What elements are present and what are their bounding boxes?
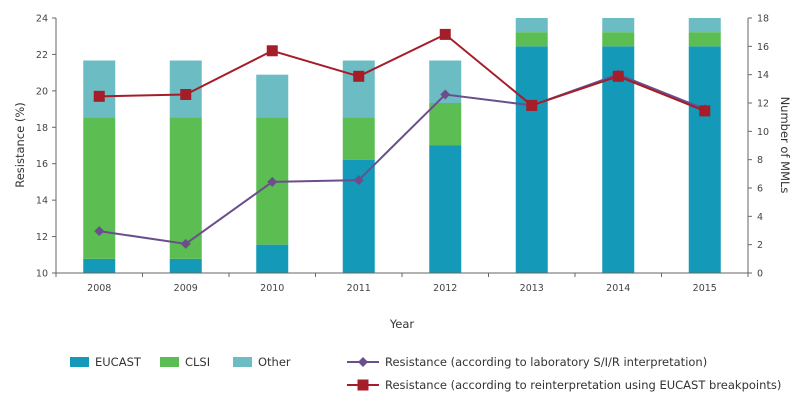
bar-clsi-2014 bbox=[602, 32, 635, 47]
y-left-tick-label: 16 bbox=[36, 159, 48, 170]
point-series-2-2014 bbox=[612, 70, 624, 82]
bar-eucast-2009 bbox=[169, 258, 202, 273]
bar-other-2015 bbox=[688, 18, 721, 33]
y-right-tick-label: 8 bbox=[757, 155, 763, 166]
legend-label-clsi: CLSI bbox=[185, 355, 210, 369]
bar-other-2010 bbox=[256, 74, 289, 118]
y-left-tick-label: 10 bbox=[36, 269, 48, 280]
bar-clsi-2011 bbox=[342, 117, 375, 160]
y-left-tick-label: 14 bbox=[36, 196, 48, 207]
line-series-2 bbox=[99, 33, 706, 112]
point-series-2-2015 bbox=[699, 105, 711, 117]
bar-eucast-2008 bbox=[83, 258, 116, 273]
x-tick-label-2008: 2008 bbox=[87, 283, 111, 294]
y-right-tick-label: 2 bbox=[757, 240, 763, 251]
bar-clsi-2008 bbox=[83, 117, 116, 259]
legend-label-series-2: Resistance (according to reinterpretatio… bbox=[385, 378, 781, 392]
bar-other-2013 bbox=[515, 18, 548, 33]
bar-other-2014 bbox=[602, 18, 635, 33]
x-tick-label-2012: 2012 bbox=[433, 283, 457, 294]
point-series-2-2013 bbox=[526, 99, 538, 111]
y-left-tick-label: 24 bbox=[36, 14, 48, 25]
bar-other-2011 bbox=[342, 60, 375, 118]
legend-label-eucast: EUCAST bbox=[95, 355, 142, 369]
legend-label-series-1: Resistance (according to laboratory S/I/… bbox=[385, 355, 707, 369]
y-left-tick-label: 22 bbox=[36, 50, 48, 61]
line-series-1 bbox=[99, 73, 706, 245]
y-right-tick-label: 10 bbox=[757, 127, 769, 138]
point-series-2-2012 bbox=[439, 28, 451, 40]
y-right-tick-label: 16 bbox=[757, 42, 769, 53]
x-axis-title: Year bbox=[389, 317, 415, 331]
y-axis-right-title: Number of MMLs bbox=[778, 97, 792, 194]
y-left-tick-label: 12 bbox=[36, 232, 48, 243]
y-right-tick-label: 6 bbox=[757, 184, 763, 195]
point-series-2-2009 bbox=[180, 89, 192, 100]
point-series-1-2008 bbox=[94, 226, 105, 237]
bar-clsi-2009 bbox=[169, 117, 202, 259]
bar-eucast-2012 bbox=[429, 145, 462, 273]
y-left-tick-label: 20 bbox=[36, 86, 48, 97]
point-series-1-2012 bbox=[440, 89, 451, 100]
x-tick-label-2014: 2014 bbox=[606, 283, 630, 294]
y-axis-left-title: Resistance (%) bbox=[13, 102, 27, 188]
bar-eucast-2014 bbox=[602, 46, 635, 274]
x-tick-label-2010: 2010 bbox=[260, 283, 284, 294]
legend-marker-series-1 bbox=[358, 357, 368, 367]
legend-marker-series-2 bbox=[357, 379, 369, 391]
y-right-tick-label: 14 bbox=[757, 70, 769, 81]
y-left-tick-label: 18 bbox=[36, 123, 48, 134]
y-right-tick-label: 18 bbox=[757, 14, 769, 25]
legend-label-other: Other bbox=[258, 355, 291, 369]
y-right-tick-label: 4 bbox=[757, 212, 763, 223]
point-series-2-2010 bbox=[266, 45, 278, 57]
legend-swatch-other bbox=[233, 357, 252, 367]
y-right-tick-label: 0 bbox=[757, 269, 763, 280]
point-series-2-2008 bbox=[93, 90, 105, 102]
bars-layer bbox=[83, 18, 721, 274]
bar-eucast-2010 bbox=[256, 244, 289, 273]
legend-swatch-eucast bbox=[70, 357, 89, 367]
x-tick-label-2009: 2009 bbox=[174, 283, 198, 294]
bar-eucast-2013 bbox=[515, 46, 548, 274]
legend-swatch-clsi bbox=[160, 357, 179, 367]
point-series-1-2010 bbox=[267, 176, 278, 187]
bar-clsi-2013 bbox=[515, 32, 548, 47]
bar-clsi-2012 bbox=[429, 103, 462, 146]
y-right-tick-label: 12 bbox=[757, 99, 769, 110]
bar-clsi-2015 bbox=[688, 32, 721, 47]
point-series-1-2011 bbox=[353, 175, 364, 186]
point-series-1-2009 bbox=[180, 238, 191, 249]
lines-layer bbox=[93, 28, 711, 249]
point-series-2-2011 bbox=[353, 70, 365, 82]
x-tick-label-2013: 2013 bbox=[520, 283, 544, 294]
x-tick-label-2015: 2015 bbox=[693, 283, 717, 294]
bar-other-2008 bbox=[83, 60, 116, 118]
x-tick-label-2011: 2011 bbox=[347, 283, 371, 294]
bar-eucast-2015 bbox=[688, 46, 721, 274]
legend: EUCAST CLSI Other Resistance (according to … bbox=[70, 355, 781, 392]
